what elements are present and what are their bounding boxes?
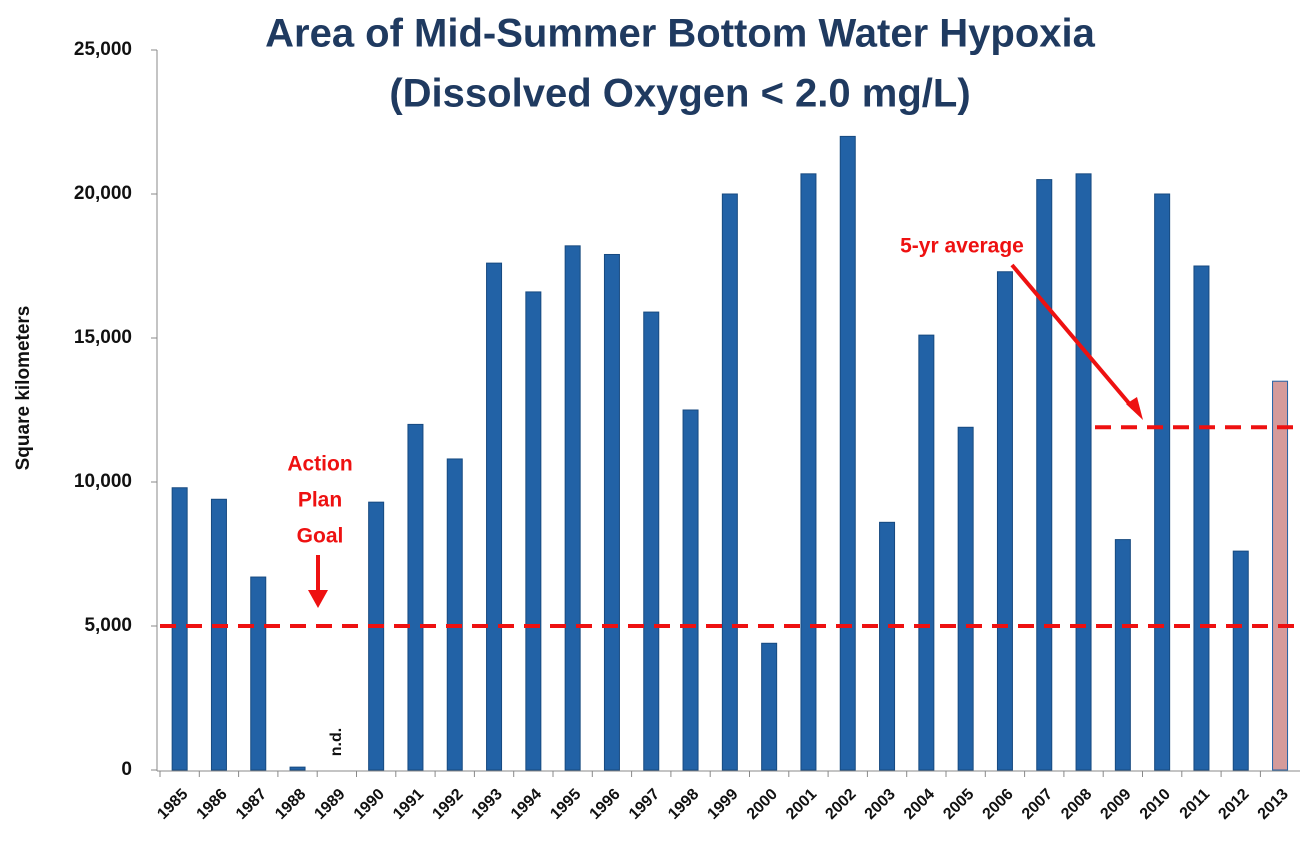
y-tick-label: 15,000 <box>74 327 132 348</box>
chart-title: (Dissolved Oxygen < 2.0 mg/L) <box>389 72 970 116</box>
x-tick-label: 2004 <box>901 786 938 823</box>
bar <box>879 521 896 771</box>
bar <box>564 245 581 771</box>
x-tick-label: 2013 <box>1255 786 1292 823</box>
bar <box>721 193 738 771</box>
y-tick-label: 5,000 <box>84 615 132 636</box>
x-tick-label: 2007 <box>1019 786 1056 823</box>
x-tick-label: 1997 <box>626 786 663 823</box>
bar <box>996 271 1013 771</box>
y-tick-label: 0 <box>121 759 132 780</box>
x-tick-label: 2006 <box>980 786 1017 823</box>
x-tick-label: 2009 <box>1097 786 1134 823</box>
arrow-head <box>308 590 328 608</box>
x-tick-label: 1996 <box>587 786 624 823</box>
x-tick-label: 1989 <box>311 786 348 823</box>
y-tick-label: 25,000 <box>74 39 132 60</box>
bar <box>1075 173 1092 771</box>
bar <box>682 409 699 771</box>
bar <box>210 498 227 771</box>
bar <box>957 426 974 771</box>
chart-title: Area of Mid-Summer Bottom Water Hypoxia <box>265 12 1095 56</box>
bar <box>603 253 620 771</box>
bar <box>368 501 385 771</box>
x-tick-label: 1992 <box>429 786 466 823</box>
bar <box>1114 539 1131 771</box>
x-tick-label: 2008 <box>1058 786 1095 823</box>
x-tick-label: 1991 <box>390 786 427 823</box>
x-tick-label: 1995 <box>547 786 584 823</box>
bar <box>761 642 778 771</box>
annotation: 5-yr average <box>900 235 1024 258</box>
y-tick-label: 20,000 <box>74 183 132 204</box>
x-tick-label: 2002 <box>822 786 859 823</box>
bar <box>1036 179 1053 771</box>
x-tick-label: 2011 <box>1177 786 1214 823</box>
bar <box>171 487 188 771</box>
x-tick-label: 1987 <box>233 786 270 823</box>
bar <box>839 135 856 771</box>
x-tick-label: 2005 <box>940 786 977 823</box>
annotation: Goal <box>297 525 344 548</box>
bar <box>643 311 660 771</box>
x-tick-label: 2001 <box>783 786 820 823</box>
x-tick-label: 1986 <box>194 786 231 823</box>
x-tick-label: 2010 <box>1137 786 1174 823</box>
bar <box>289 766 306 771</box>
arrow-head <box>1126 397 1143 420</box>
bar <box>486 262 503 771</box>
x-tick-label: 2012 <box>1215 786 1252 823</box>
x-tick-label: 2000 <box>744 786 781 823</box>
bar <box>1272 380 1289 771</box>
arrow <box>1010 263 1135 410</box>
x-tick-label: 1988 <box>272 786 309 823</box>
annotation: Plan <box>298 489 342 512</box>
x-tick-label: 1999 <box>704 786 741 823</box>
bar <box>1154 193 1171 771</box>
x-tick-label: 1985 <box>154 786 191 823</box>
bar <box>1232 550 1249 771</box>
x-tick-label: 1994 <box>508 786 545 823</box>
x-tick-label: 1993 <box>469 786 506 823</box>
x-tick-label: 1990 <box>351 786 388 823</box>
x-tick-label: 2003 <box>862 786 899 823</box>
value-label: n.d. <box>328 728 345 756</box>
bar <box>525 291 542 771</box>
y-axis-label: Square kilometers <box>13 306 34 471</box>
y-tick-label: 10,000 <box>74 471 132 492</box>
bar <box>800 173 817 771</box>
annotation: Action <box>287 453 352 476</box>
bar <box>918 334 935 771</box>
bar <box>250 576 267 771</box>
bar <box>1193 265 1210 771</box>
x-tick-label: 1998 <box>665 786 702 823</box>
bar <box>446 458 463 771</box>
bar <box>407 423 424 771</box>
